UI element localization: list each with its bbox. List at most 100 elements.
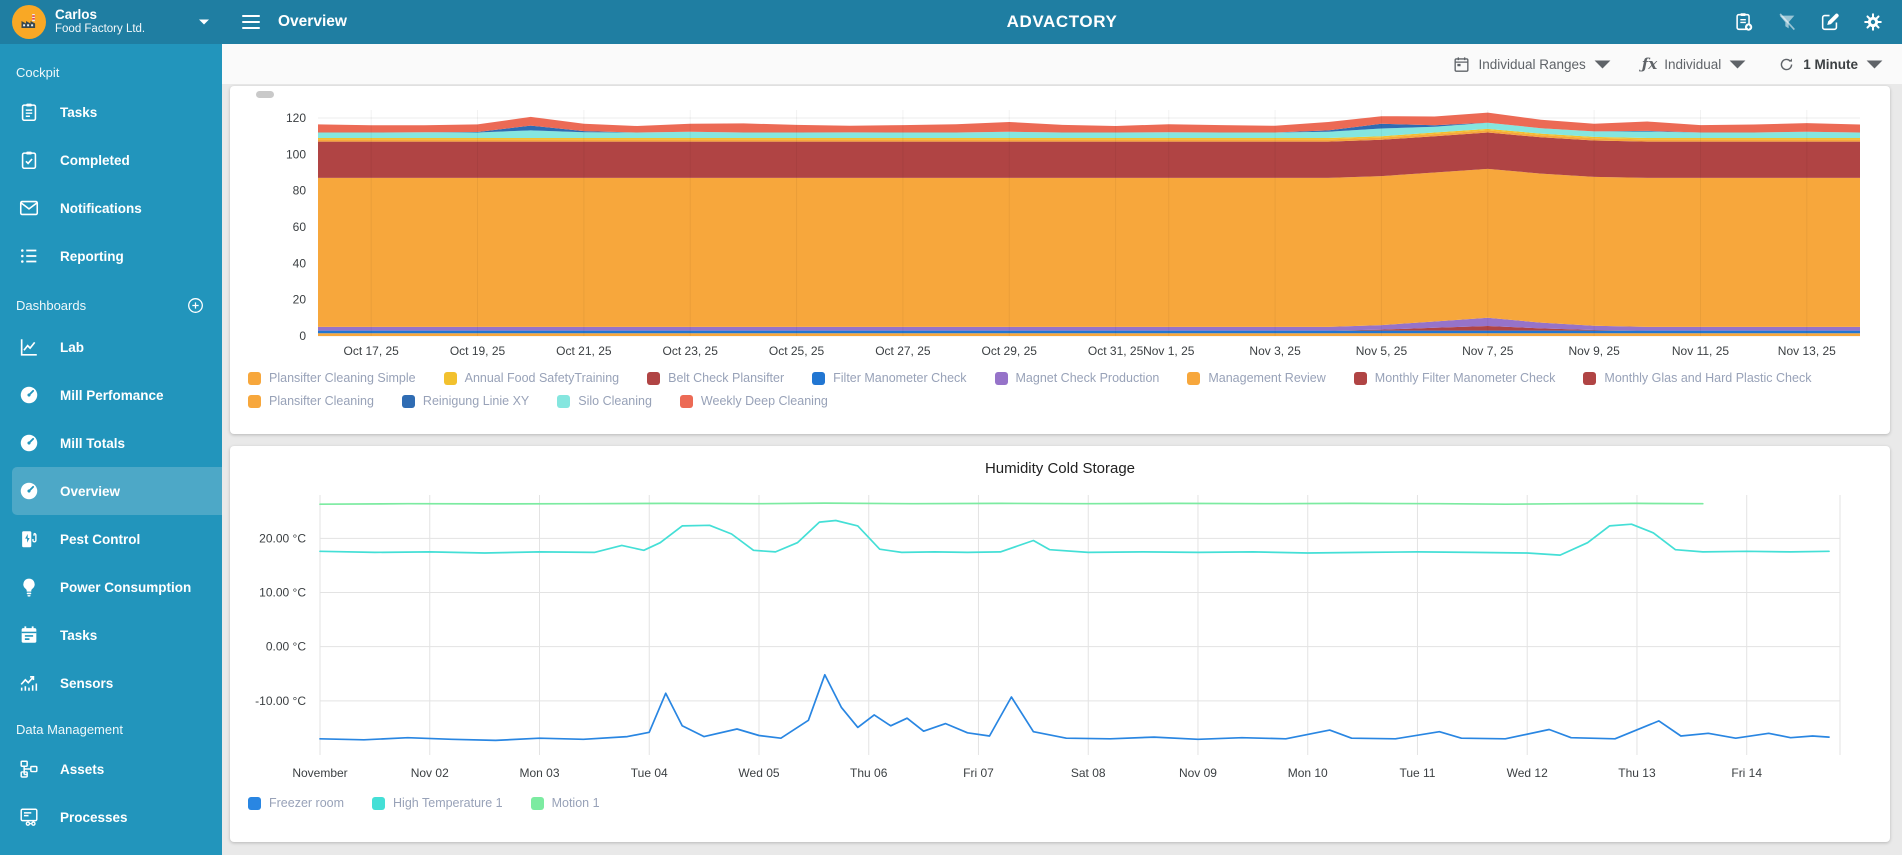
legend-swatch [372, 796, 386, 810]
legend-item-monthly-filter-manometer-check[interactable]: Monthly Filter Manometer Check [1353, 371, 1556, 385]
sidebar-item-sensors[interactable]: Sensors [0, 659, 222, 707]
legend-swatch [530, 796, 544, 810]
charging-icon [18, 528, 40, 550]
legend-item-reinigung-linie-xy[interactable]: Reinigung Linie XY [401, 394, 529, 408]
sidebar-item-power-consumption[interactable]: Power Consumption [0, 563, 222, 611]
sidebar-item-processes[interactable]: Processes [0, 793, 222, 841]
sidebar-section-label: Data Management [16, 722, 123, 737]
legend-item-magnet-check-production[interactable]: Magnet Check Production [994, 371, 1159, 385]
legend-item-motion-1[interactable]: Motion 1 [530, 796, 600, 810]
svg-text:Nov 9, 25: Nov 9, 25 [1568, 344, 1620, 358]
svg-text:Nov 5, 25: Nov 5, 25 [1356, 344, 1408, 358]
svg-text:Oct 19, 25: Oct 19, 25 [450, 344, 506, 358]
svg-text:80: 80 [293, 184, 307, 198]
sidebar-item-reporting[interactable]: Reporting [0, 232, 222, 280]
area-monthly-glas-and-hard-plastic-check [318, 326, 1860, 331]
line-freezer-room [319, 673, 1830, 742]
legend-item-silo-cleaning[interactable]: Silo Cleaning [557, 394, 652, 408]
add-report-icon[interactable] [1733, 10, 1757, 34]
chart-toolbar: Individual Ranges ƒx Individual 1 Minute [222, 44, 1902, 84]
legend-label: Belt Check Plansifter [668, 371, 785, 385]
sidebar-item-assets[interactable]: Assets [0, 745, 222, 793]
sidebar-item-pest-control[interactable]: Pest Control [0, 515, 222, 563]
legend-item-annual-food-safetytraining[interactable]: Annual Food SafetyTraining [443, 371, 619, 385]
stacked-area-chart[interactable]: 0 20 40 60 80 100 120 Oct 17, 25 Oct 19, 25 Oct 2… [240, 92, 1880, 362]
sidebar-item-label: Overview [60, 483, 121, 499]
svg-text:Oct 31, 25: Oct 31, 25 [1088, 344, 1144, 358]
chart-title: Humidity Cold Storage [984, 460, 1136, 477]
trending-icon [18, 672, 40, 694]
area-magnet-check-production [318, 317, 1860, 331]
aggregation-label: Individual [1664, 56, 1722, 72]
legend-label: High Temperature 1 [393, 796, 503, 810]
legend-item-management-review[interactable]: Management Review [1187, 371, 1326, 385]
add-dashboard-button[interactable] [186, 295, 206, 315]
legend-item-plansifter-cleaning-simple[interactable]: Plansifter Cleaning Simple [248, 371, 416, 385]
svg-text:Oct 17, 25: Oct 17, 25 [343, 344, 399, 358]
svg-text:Oct 27, 25: Oct 27, 25 [875, 344, 931, 358]
legend-swatch [401, 394, 415, 408]
app-header: Carlos Food Factory Ltd. Overview ADVACT… [0, 0, 1902, 44]
menu-toggle-button[interactable] [238, 11, 264, 33]
area-annual-food-safetytraining [318, 128, 1860, 140]
svg-text:Wed 05: Wed 05 [738, 766, 779, 780]
refresh-icon [1781, 57, 1793, 70]
svg-text:0.00 °C: 0.00 °C [266, 640, 306, 654]
legend-item-monthly-glas-and-hard-plastic-check[interactable]: Monthly Glas and Hard Plastic Check [1583, 371, 1811, 385]
sidebar-item-label: Lab [60, 339, 85, 355]
legend-label: Motion 1 [551, 796, 600, 810]
sidebar-item-completed[interactable]: Completed [0, 136, 222, 184]
filter-off-icon[interactable] [1776, 10, 1800, 34]
legend-label: Weekly Deep Cleaning [700, 394, 828, 408]
sidebar-item-notifications[interactable]: Notifications [0, 184, 222, 232]
line-high-temperature-1 [319, 519, 1830, 556]
sidebar-item-tasks[interactable]: Tasks [0, 611, 222, 659]
legend-label: Freezer room [269, 796, 345, 810]
aggregation-selector[interactable]: ƒx Individual [1642, 55, 1747, 74]
legend-item-high-temperature-1[interactable]: High Temperature 1 [372, 796, 503, 810]
svg-text:Mon 03: Mon 03 [519, 766, 559, 780]
tasks-chart-legend: Plansifter Cleaning Simple Annual Food Sa… [240, 362, 1880, 408]
svg-text:Tue 11: Tue 11 [1399, 766, 1435, 780]
temperature-line-chart[interactable]: 20.00 °C 10.00 °C 0.00 °C -10.00 °C November… [240, 479, 1880, 787]
refresh-interval-selector[interactable]: 1 Minute [1777, 55, 1884, 74]
legend-item-plansifter-cleaning[interactable]: Plansifter Cleaning [248, 394, 374, 408]
legend-label: Monthly Filter Manometer Check [1374, 371, 1556, 385]
gauge-icon [18, 432, 40, 454]
area-weekly-deep-cleaning [318, 112, 1860, 133]
area-plansifter-cleaning [318, 130, 1860, 142]
user-menu[interactable]: Carlos Food Factory Ltd. [0, 0, 222, 44]
svg-text:Thu 13: Thu 13 [1618, 766, 1656, 780]
sidebar-item-mill-perfomance[interactable]: Mill Perfomance [0, 371, 222, 419]
sidebar-section-label: Dashboards [16, 297, 87, 313]
edit-icon[interactable] [1819, 10, 1843, 34]
sidebar-item-tasks[interactable]: Tasks [0, 88, 222, 136]
user-info: Carlos Food Factory Ltd. [55, 7, 145, 36]
line-chart-icon [18, 336, 40, 358]
svg-text:Nov 09: Nov 09 [1179, 766, 1217, 780]
settings-gear-icon[interactable] [1862, 10, 1886, 34]
legend-item-freezer-room[interactable]: Freezer room [248, 796, 344, 810]
sidebar-item-mill-totals[interactable]: Mill Totals [0, 419, 222, 467]
legend-label: Plansifter Cleaning Simple [269, 371, 416, 385]
legend-label: Management Review [1208, 371, 1326, 385]
sidebar-item-label: Completed [60, 152, 130, 168]
sidebar-item-overview[interactable]: Overview [12, 467, 222, 515]
process-icon [18, 806, 40, 828]
scrollbar-thumb[interactable] [256, 91, 274, 98]
legend-swatch [647, 371, 661, 385]
range-selector[interactable]: Individual Ranges [1452, 55, 1611, 74]
legend-item-weekly-deep-cleaning[interactable]: Weekly Deep Cleaning [679, 394, 828, 408]
sidebar-section-label: Cockpit [16, 65, 60, 80]
area-belt-check-plansifter [318, 132, 1860, 178]
legend-item-belt-check-plansifter[interactable]: Belt Check Plansifter [647, 371, 784, 385]
svg-text:20: 20 [293, 293, 307, 307]
sidebar: Cockpit Tasks Completed Notifications Report… [0, 44, 222, 855]
legend-item-filter-manometer-check[interactable]: Filter Manometer Check [812, 371, 967, 385]
sidebar-item-lab[interactable]: Lab [0, 323, 222, 371]
range-label: Individual Ranges [1478, 56, 1586, 72]
chevron-down-icon [199, 19, 209, 25]
legend-swatch [1353, 371, 1367, 385]
svg-text:Nov 1, 25: Nov 1, 25 [1143, 344, 1195, 358]
function-icon: ƒx [1641, 55, 1658, 73]
